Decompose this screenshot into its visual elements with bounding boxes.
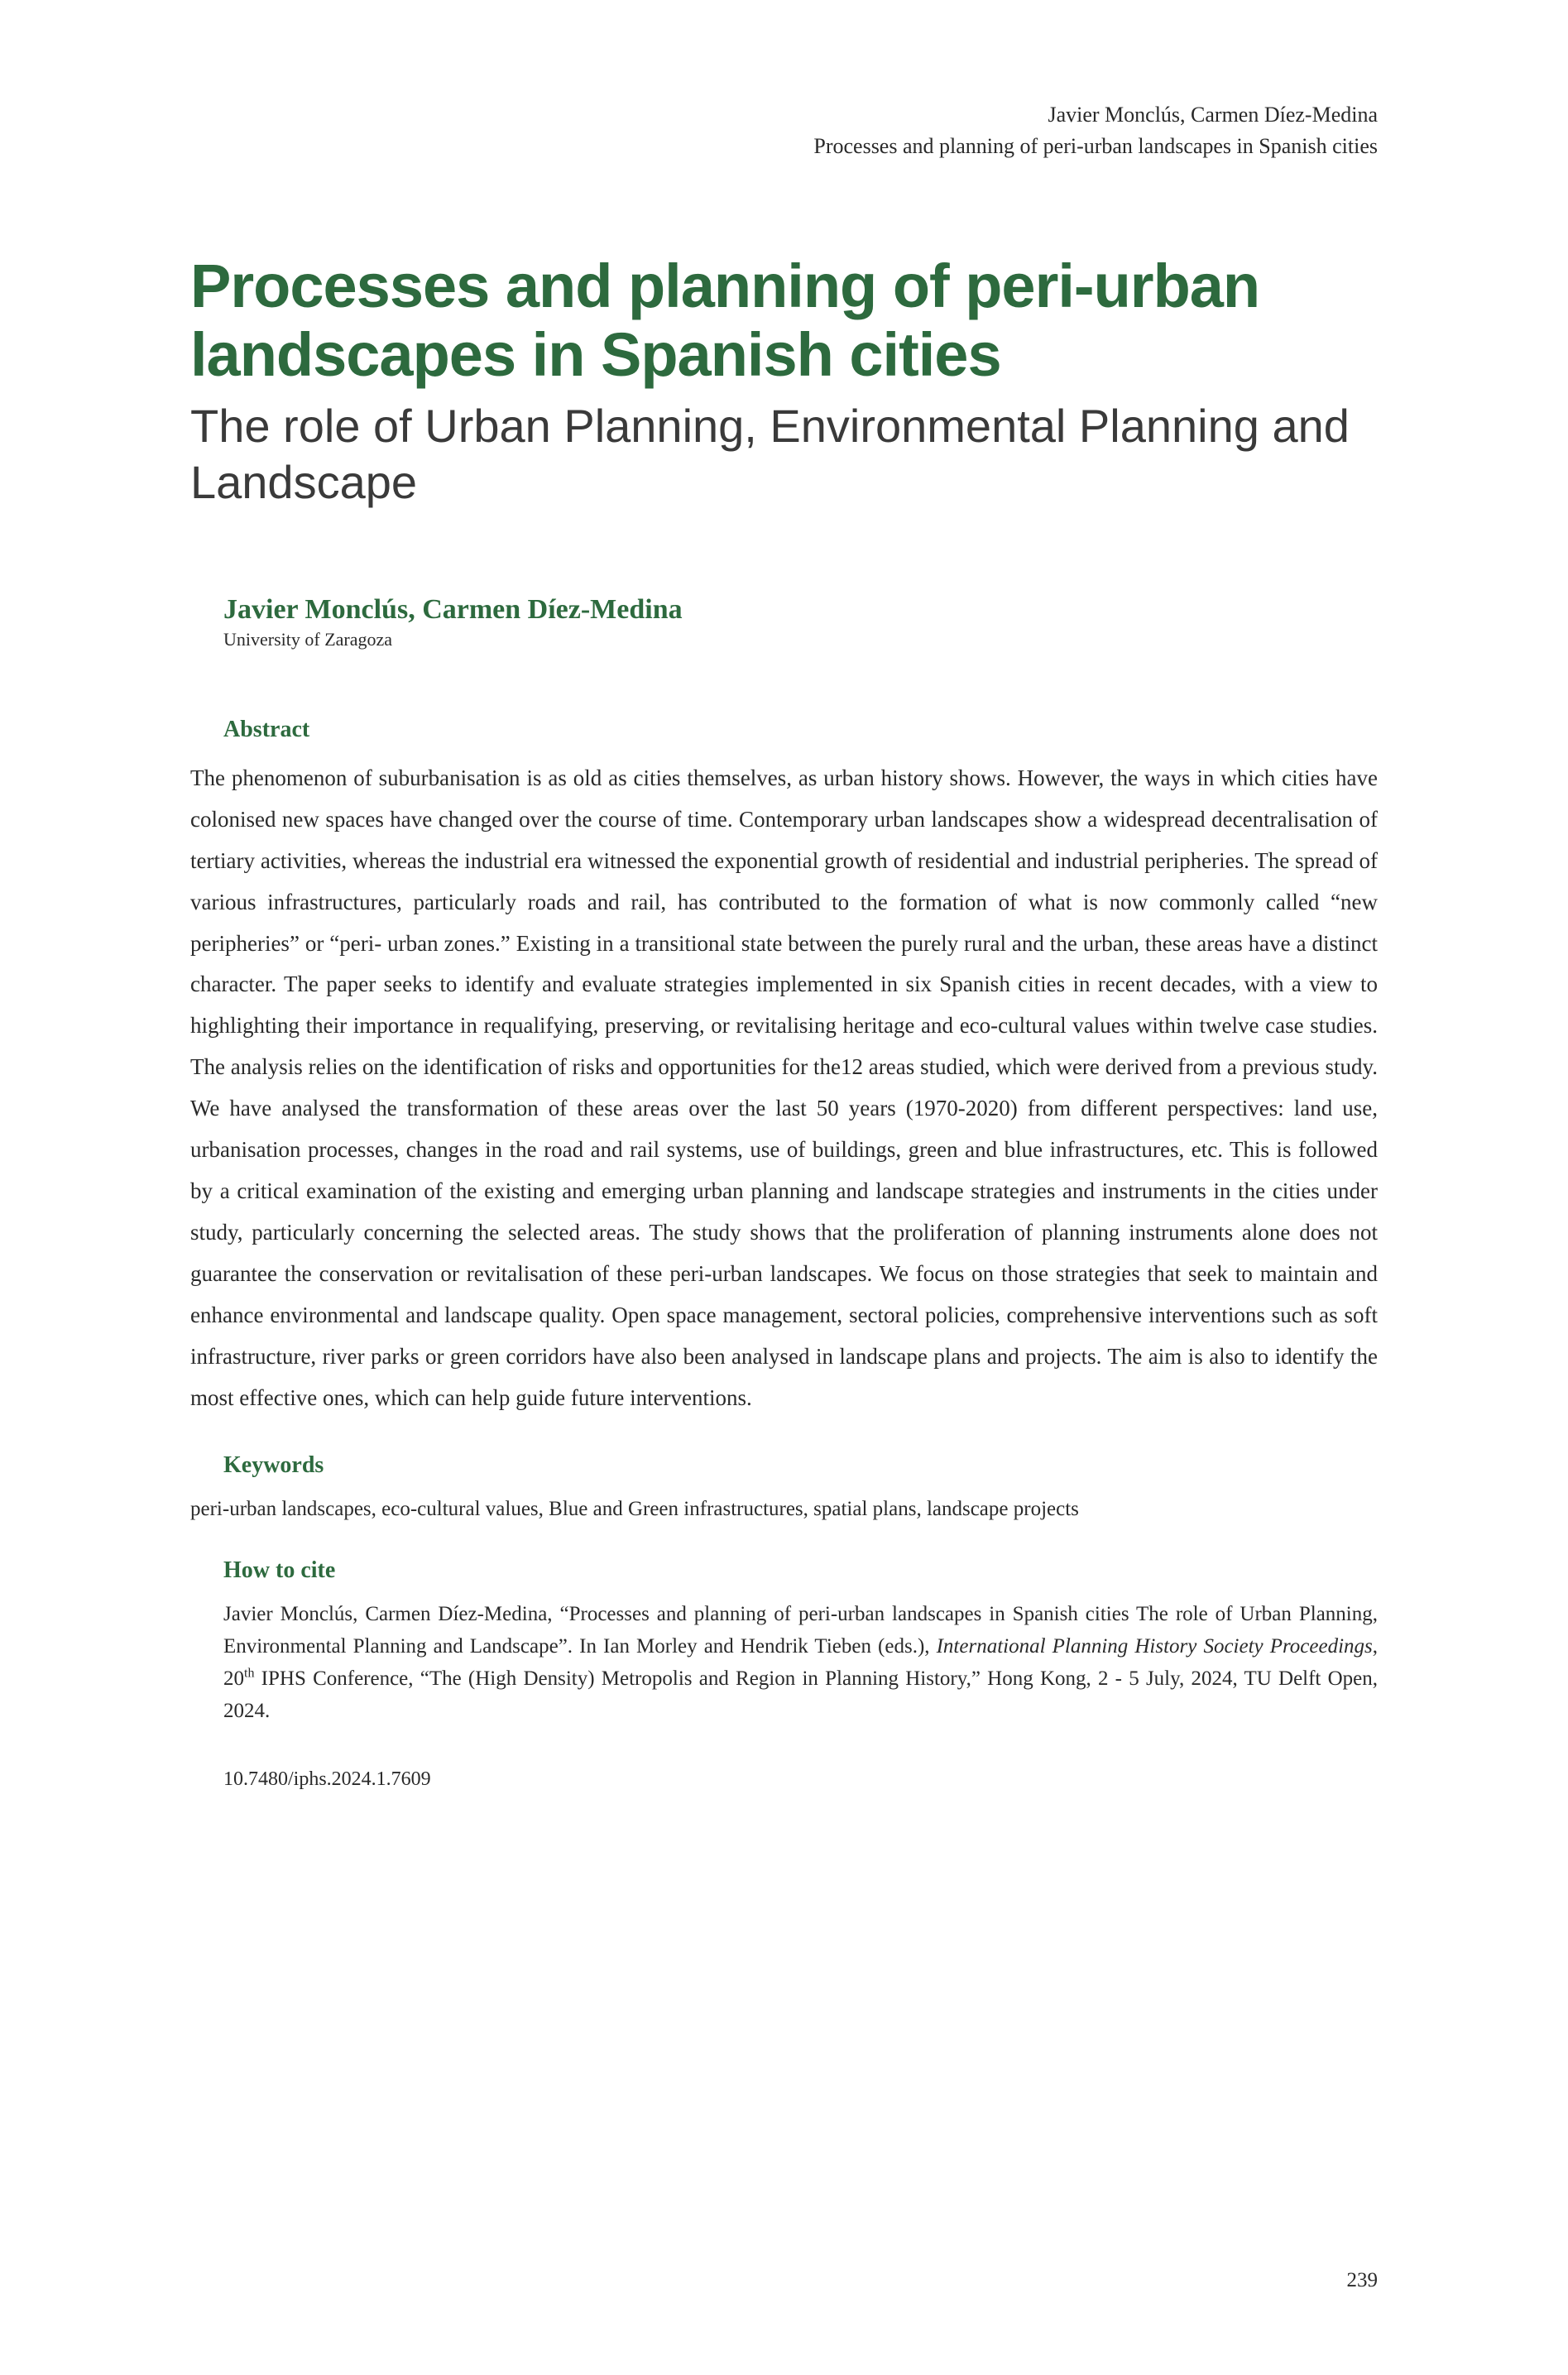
cite-sup: th — [244, 1666, 254, 1680]
page-title: Processes and planning of peri-urban lan… — [190, 252, 1378, 390]
page-number: 239 — [1347, 2269, 1379, 2292]
running-head-title: Processes and planning of peri-urban lan… — [190, 131, 1378, 162]
doi: 10.7480/iphs.2024.1.7609 — [223, 1768, 1378, 1791]
abstract-text: The phenomenon of suburbanisation is as … — [190, 758, 1378, 1419]
page-subtitle: The role of Urban Planning, Environmenta… — [190, 398, 1378, 511]
authors: Javier Monclús, Carmen Díez-Medina — [223, 594, 1378, 626]
cite-italic: International Planning History Society P… — [937, 1635, 1373, 1658]
cite-heading: How to cite — [223, 1557, 1378, 1584]
abstract-heading: Abstract — [223, 717, 1378, 743]
cite-text: Javier Monclús, Carmen Díez-Medina, “Pro… — [223, 1599, 1378, 1727]
keywords-heading: Keywords — [223, 1452, 1378, 1479]
running-head: Javier Monclús, Carmen Díez-Medina Proce… — [190, 99, 1378, 161]
cite-post: IPHS Conference, “The (High Density) Met… — [223, 1667, 1378, 1722]
running-head-authors: Javier Monclús, Carmen Díez-Medina — [190, 99, 1378, 131]
affiliation: University of Zaragoza — [223, 629, 1378, 650]
authors-block: Javier Monclús, Carmen Díez-Medina Unive… — [190, 594, 1378, 650]
keywords-text: peri-urban landscapes, eco-cultural valu… — [190, 1494, 1378, 1525]
